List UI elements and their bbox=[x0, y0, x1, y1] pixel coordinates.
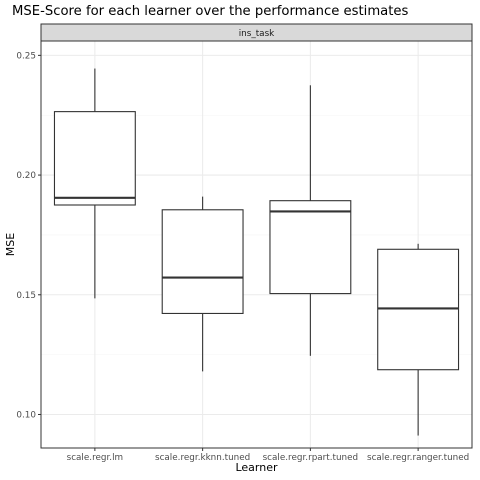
y-tick-label: 0.20 bbox=[16, 171, 36, 181]
x-tick-label: scale.regr.lm bbox=[67, 453, 124, 463]
facet-label: ins_task bbox=[239, 29, 275, 39]
boxplot-1 bbox=[53, 68, 136, 299]
boxplot-2 bbox=[161, 196, 244, 372]
x-tick-label: scale.regr.ranger.tuned bbox=[367, 453, 469, 463]
boxplots bbox=[53, 68, 460, 436]
x-axis-title: Learner bbox=[235, 461, 278, 474]
x-tick-label: scale.regr.rpart.tuned bbox=[263, 453, 359, 463]
boxplot-4 bbox=[377, 243, 460, 436]
plot-panel bbox=[40, 40, 473, 449]
boxplot-3 bbox=[269, 85, 352, 356]
y-tick-label: 0.10 bbox=[16, 410, 36, 420]
panel-background bbox=[41, 41, 472, 448]
y-axis-title: MSE bbox=[4, 233, 17, 256]
y-tick-label: 0.25 bbox=[16, 51, 36, 61]
box-iqr bbox=[377, 248, 460, 371]
box-iqr bbox=[269, 200, 352, 295]
x-axis: scale.regr.lm scale.regr.kknn.tuned scale.… bbox=[67, 448, 469, 463]
box-iqr bbox=[53, 111, 136, 206]
y-axis: 0.10 0.15 0.20 0.25 bbox=[16, 51, 41, 420]
box-iqr bbox=[161, 209, 244, 315]
x-tick-label: scale.regr.kknn.tuned bbox=[155, 453, 250, 463]
y-tick-label: 0.15 bbox=[16, 291, 36, 301]
chart-title: MSE-Score for each learner over the perf… bbox=[12, 4, 409, 19]
grid bbox=[41, 41, 472, 448]
